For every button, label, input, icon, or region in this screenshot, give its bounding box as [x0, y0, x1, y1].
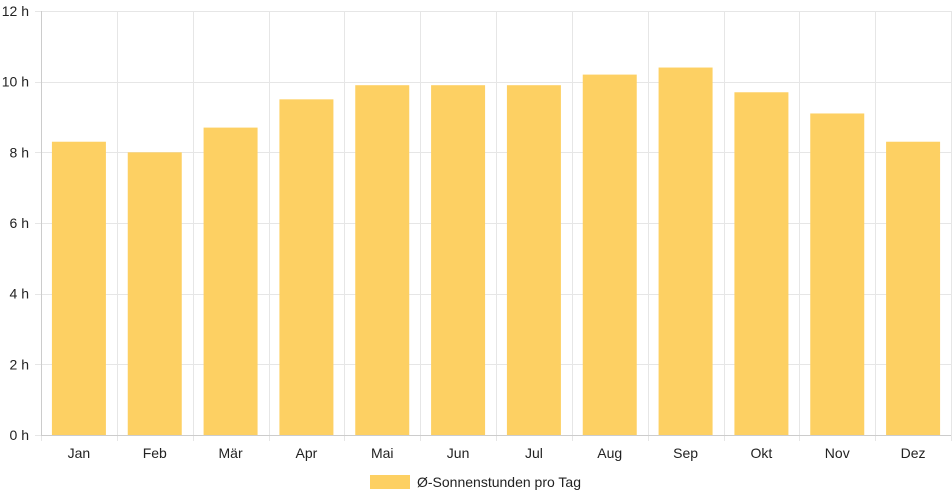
bar-aug[interactable] — [582, 74, 637, 435]
x-tick-label: Jul — [525, 445, 543, 461]
bar-feb[interactable] — [127, 152, 182, 436]
x-tick-labels: Jan Feb Mär Apr Mai Jun Jul Aug Sep Okt Nov Dez — [68, 445, 926, 461]
x-tick-label: Jan — [68, 445, 91, 461]
bar-nov[interactable] — [810, 113, 865, 435]
bar-jun[interactable] — [431, 85, 486, 435]
x-tick-label: Nov — [825, 445, 850, 461]
y-tick-label: 4 h — [10, 286, 29, 302]
bar-mär[interactable] — [203, 127, 258, 435]
x-tick-label: Sep — [673, 445, 698, 461]
y-tick-labels: 0 h 2 h 4 h 6 h 8 h 10 h 12 h — [2, 3, 29, 443]
bar-okt[interactable] — [734, 92, 789, 436]
x-tick-label: Feb — [143, 445, 167, 461]
y-tick-label: 12 h — [2, 3, 29, 19]
x-tick-label: Jun — [447, 445, 470, 461]
bar-apr[interactable] — [279, 99, 334, 435]
legend-label: Ø-Sonnenstunden pro Tag — [417, 474, 581, 490]
y-tick-label: 2 h — [10, 356, 29, 372]
bar-mai[interactable] — [355, 85, 410, 435]
bar-jul[interactable] — [506, 85, 561, 435]
x-tick-label: Apr — [296, 445, 318, 461]
bars — [51, 67, 941, 436]
bar-sep[interactable] — [658, 67, 713, 436]
x-tick-label: Mai — [371, 445, 394, 461]
bar-dez[interactable] — [886, 141, 941, 435]
grid — [35, 11, 952, 441]
legend[interactable]: Ø-Sonnenstunden pro Tag — [370, 474, 581, 490]
x-tick-label: Okt — [751, 445, 773, 461]
legend-swatch — [370, 475, 410, 489]
x-tick-label: Aug — [597, 445, 622, 461]
bar-jan[interactable] — [51, 141, 106, 435]
x-tick-label: Mär — [219, 445, 243, 461]
y-tick-label: 0 h — [10, 427, 29, 443]
y-tick-label: 6 h — [10, 215, 29, 231]
axes — [41, 11, 951, 436]
x-tick-label: Dez — [901, 445, 926, 461]
y-tick-label: 8 h — [10, 144, 29, 160]
y-tick-label: 10 h — [2, 74, 29, 90]
